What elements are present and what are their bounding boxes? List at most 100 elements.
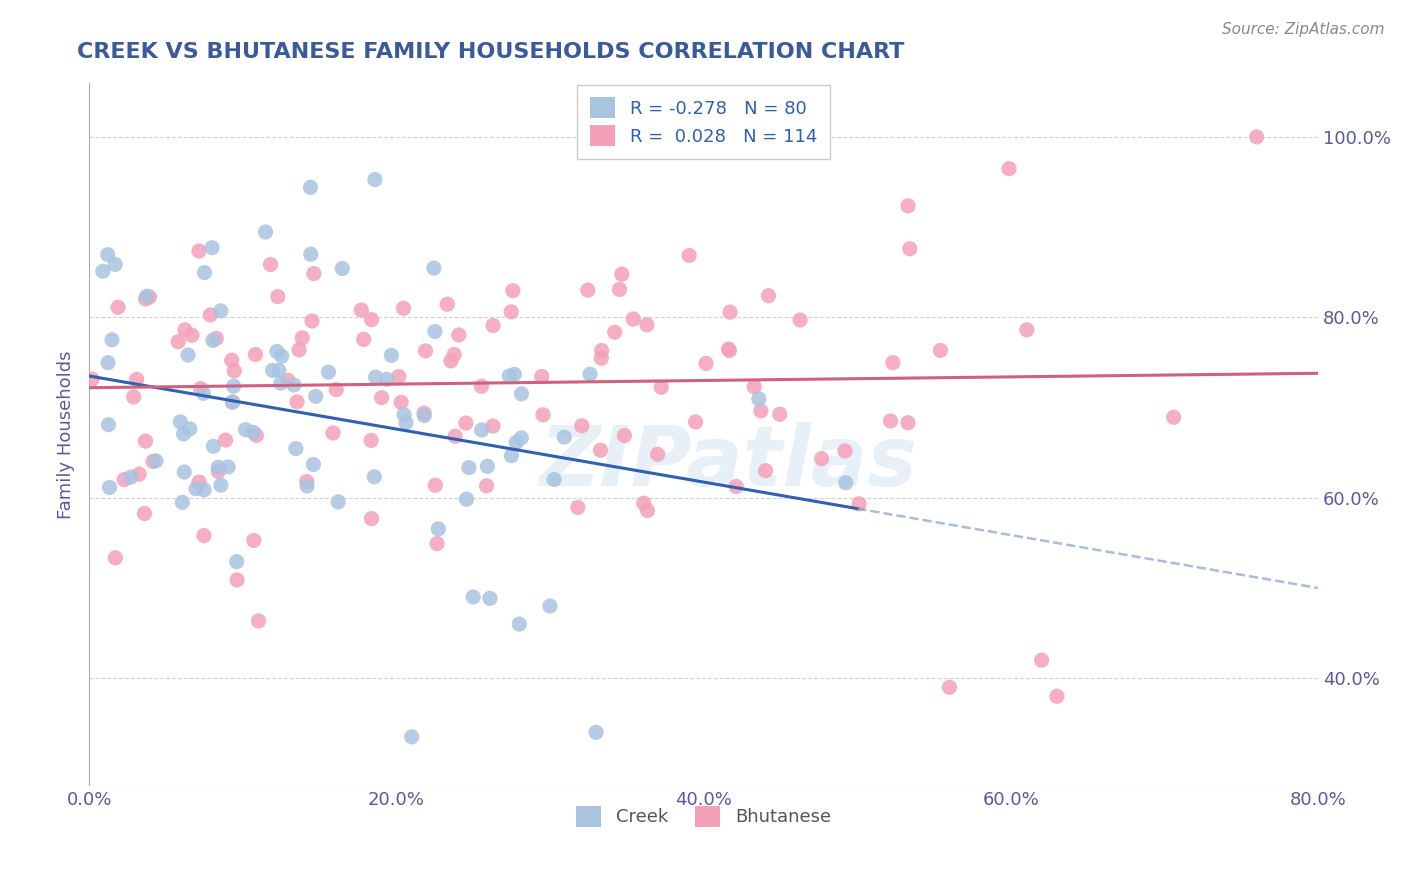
- Point: [579, 368, 602, 382]
- Point: [134, 434, 156, 449]
- Point: [718, 305, 741, 319]
- Point: [328, 495, 350, 509]
- Point: [380, 348, 402, 362]
- Point: [226, 573, 249, 587]
- Point: [222, 379, 245, 393]
- Point: [330, 261, 353, 276]
- Point: [392, 301, 415, 316]
- Point: [1163, 410, 1185, 425]
- Point: [318, 365, 340, 379]
- Point: [301, 314, 323, 328]
- Point: [443, 347, 465, 361]
- Point: [245, 347, 267, 361]
- Point: [897, 416, 920, 430]
- Point: [254, 225, 277, 239]
- Point: [695, 357, 717, 371]
- Point: [392, 408, 415, 422]
- Point: [122, 390, 145, 404]
- Point: [177, 348, 200, 362]
- Point: [267, 290, 290, 304]
- Point: [266, 344, 288, 359]
- Point: [370, 391, 392, 405]
- Point: [501, 305, 523, 319]
- Point: [247, 614, 270, 628]
- Point: [350, 303, 373, 318]
- Point: [444, 429, 467, 443]
- Point: [145, 454, 167, 468]
- Point: [284, 442, 307, 456]
- Point: [167, 334, 190, 349]
- Point: [898, 242, 921, 256]
- Point: [685, 415, 707, 429]
- Point: [193, 386, 215, 401]
- Point: [325, 383, 347, 397]
- Point: [413, 406, 436, 420]
- Point: [998, 161, 1021, 176]
- Point: [1246, 129, 1268, 144]
- Point: [207, 465, 229, 479]
- Point: [299, 247, 322, 261]
- Point: [125, 372, 148, 386]
- Point: [205, 331, 228, 345]
- Point: [97, 417, 120, 432]
- Point: [1031, 653, 1053, 667]
- Point: [97, 356, 120, 370]
- Point: [82, 372, 104, 386]
- Point: [277, 373, 299, 387]
- Point: [447, 328, 470, 343]
- Point: [457, 460, 479, 475]
- Point: [193, 266, 215, 280]
- Point: [98, 480, 121, 494]
- Point: [609, 282, 631, 296]
- Point: [169, 415, 191, 429]
- Point: [360, 434, 382, 448]
- Point: [243, 533, 266, 548]
- Point: [454, 416, 477, 430]
- Text: Source: ZipAtlas.com: Source: ZipAtlas.com: [1222, 22, 1385, 37]
- Point: [173, 465, 195, 479]
- Point: [591, 343, 613, 358]
- Point: [754, 464, 776, 478]
- Point: [360, 511, 382, 525]
- Point: [225, 555, 247, 569]
- Point: [217, 459, 239, 474]
- Point: [188, 475, 211, 489]
- Point: [591, 351, 613, 366]
- Point: [482, 318, 505, 333]
- Point: [415, 343, 437, 358]
- Point: [502, 284, 524, 298]
- Point: [647, 447, 669, 461]
- Point: [270, 376, 292, 391]
- Point: [134, 507, 156, 521]
- Point: [288, 343, 311, 357]
- Point: [1046, 690, 1069, 704]
- Point: [242, 425, 264, 440]
- Point: [193, 528, 215, 542]
- Point: [395, 416, 418, 430]
- Point: [104, 257, 127, 271]
- Point: [440, 354, 463, 368]
- Point: [1015, 323, 1038, 337]
- Point: [188, 244, 211, 258]
- Point: [725, 479, 748, 493]
- Legend: Creek, Bhutanese: Creek, Bhutanese: [569, 798, 838, 834]
- Point: [758, 288, 780, 302]
- Point: [112, 473, 135, 487]
- Point: [295, 479, 318, 493]
- Point: [477, 459, 499, 474]
- Point: [128, 467, 150, 482]
- Text: ZIPatlas: ZIPatlas: [540, 422, 917, 503]
- Point: [207, 460, 229, 475]
- Point: [201, 334, 224, 348]
- Point: [91, 264, 114, 278]
- Point: [283, 378, 305, 392]
- Point: [413, 409, 436, 423]
- Point: [471, 423, 494, 437]
- Point: [498, 369, 520, 384]
- Point: [101, 333, 124, 347]
- Point: [184, 482, 207, 496]
- Point: [427, 522, 450, 536]
- Point: [810, 451, 832, 466]
- Y-axis label: Family Households: Family Households: [58, 351, 75, 519]
- Point: [501, 449, 523, 463]
